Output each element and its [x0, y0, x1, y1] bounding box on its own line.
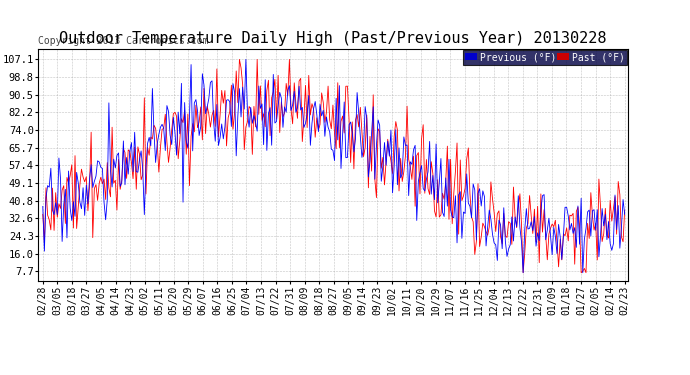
Legend: Previous (°F), Past (°F): Previous (°F), Past (°F) [463, 50, 627, 64]
Text: Copyright 2013 Cartronics.com: Copyright 2013 Cartronics.com [38, 36, 208, 46]
Title: Outdoor Temperature Daily High (Past/Previous Year) 20130228: Outdoor Temperature Daily High (Past/Pre… [59, 31, 607, 46]
